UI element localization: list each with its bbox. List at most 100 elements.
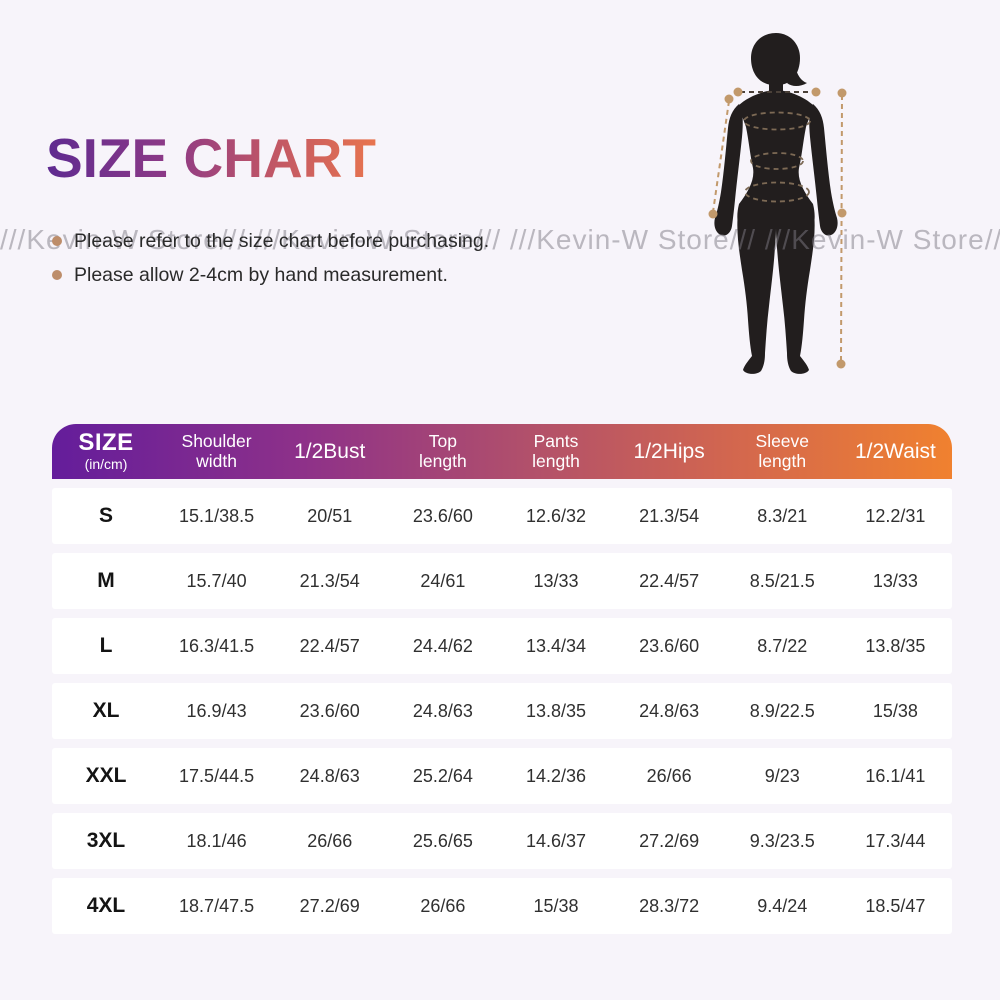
size-cell: M [97, 569, 115, 592]
waist-measure-ellipse [750, 152, 804, 170]
header-label: SIZE [78, 429, 134, 457]
header-label: 1/2Bust [294, 439, 366, 463]
table-row: XL 16.9/43 23.6/60 24.8/63 13.8/35 24.8/63 8.9… [52, 683, 952, 739]
header-sublabel: length [419, 450, 467, 471]
measure-dot [811, 87, 821, 97]
sleeve-measure-line [712, 100, 730, 213]
value-cell: 14.6/37 [525, 830, 587, 851]
note-text: Please allow 2-4cm by hand measurement. [74, 263, 448, 286]
value-cell: 26/66 [420, 895, 466, 916]
note-text: Please refer to the size chart before pu… [74, 229, 490, 252]
table-header: SIZE (in/cm) Shoulder width 1/2Bust Top length… [52, 424, 952, 479]
header-label: 1/2Waist [854, 439, 936, 463]
value-cell: 20/51 [307, 505, 353, 526]
bust-measure-ellipse [743, 111, 811, 131]
value-cell: 24/61 [420, 570, 466, 591]
note-item: Please allow 2-4cm by hand measurement. [52, 258, 489, 292]
value-cell: 17.3/44 [865, 830, 926, 851]
value-cell: 28.3/72 [639, 895, 700, 916]
value-cell: 16.9/43 [186, 700, 247, 721]
header-cell: Pants length [499, 424, 612, 479]
value-cell: 15.7/40 [186, 570, 247, 591]
measure-dot [708, 209, 718, 219]
value-cell: 8.3/21 [757, 505, 808, 526]
header-cell: Shoulder width [160, 424, 273, 479]
measure-dot [836, 359, 846, 369]
body-silhouette [714, 33, 838, 374]
table-row: 3XL 18.1/46 26/66 25.6/65 14.6/37 27.2/69 9.3/… [52, 813, 952, 869]
value-cell: 8.9/22.5 [749, 700, 815, 721]
value-cell: 24.4/62 [412, 635, 473, 656]
value-cell: 22.4/57 [639, 570, 700, 591]
header-cell: SIZE (in/cm) [52, 424, 160, 479]
value-cell: 16.1/41 [865, 765, 926, 786]
value-cell: 27.2/69 [639, 830, 700, 851]
value-cell: 9.4/24 [757, 895, 808, 916]
value-cell: 22.4/57 [299, 635, 360, 656]
header-sublabel: length [758, 450, 807, 471]
measure-dot [733, 87, 743, 97]
note-bullet-icon [52, 270, 62, 280]
header-cell: Top length [386, 424, 499, 479]
header-label: Shoulder [181, 430, 252, 451]
value-cell: 25.6/65 [412, 830, 473, 851]
value-cell: 13/33 [533, 570, 579, 591]
value-cell: 26/66 [307, 830, 353, 851]
value-cell: 14.2/36 [525, 765, 587, 786]
value-cell: 13.4/34 [525, 635, 587, 656]
value-cell: 21.3/54 [299, 570, 360, 591]
value-cell: 15/38 [872, 700, 918, 721]
value-cell: 9/23 [764, 765, 800, 786]
value-cell: 13/33 [872, 570, 918, 591]
value-cell: 24.8/63 [412, 700, 473, 721]
value-cell: 25.2/64 [412, 765, 473, 786]
header-label: Top [428, 430, 457, 451]
measure-dot [837, 88, 847, 98]
value-cell: 27.2/69 [299, 895, 360, 916]
size-table: SIZE (in/cm) Shoulder width 1/2Bust Top length… [52, 424, 952, 934]
value-cell: 24.8/63 [299, 765, 360, 786]
value-cell: 13.8/35 [865, 635, 926, 656]
value-cell: 23.6/60 [639, 635, 700, 656]
note-bullet-icon [52, 236, 62, 246]
header-label: Pants [533, 430, 579, 451]
value-cell: 15/38 [533, 895, 579, 916]
size-cell: XL [92, 699, 120, 722]
value-cell: 13.8/35 [525, 700, 587, 721]
measure-dot [724, 94, 734, 104]
header-cell: 1/2Bust [273, 424, 386, 479]
size-cell: S [98, 504, 113, 527]
value-cell: 23.6/60 [299, 700, 360, 721]
size-cell: 3XL [86, 829, 126, 852]
size-cell: 4XL [86, 894, 126, 917]
value-cell: 26/66 [646, 765, 692, 786]
value-cell: 18.1/46 [186, 830, 247, 851]
header-label: 1/2Hips [633, 439, 705, 463]
table-row: S 15.1/38.5 20/51 23.6/60 12.6/32 21.3/54 8.3/… [52, 488, 952, 544]
value-cell: 18.5/47 [865, 895, 926, 916]
table-row: 4XL 18.7/47.5 27.2/69 26/66 15/38 28.3/72 9.4/… [52, 878, 952, 934]
value-cell: 17.5/44.5 [179, 765, 255, 786]
header-cell: 1/2Hips [613, 424, 726, 479]
value-cell: 18.7/47.5 [179, 895, 255, 916]
value-cell: 8.7/22 [757, 635, 808, 656]
note-item: Please refer to the size chart before pu… [52, 224, 489, 258]
table-row: XXL 17.5/44.5 24.8/63 25.2/64 14.2/36 26/66 9/… [52, 748, 952, 804]
value-cell: 21.3/54 [639, 505, 700, 526]
size-cell: L [99, 634, 113, 657]
measure-dot [837, 208, 847, 218]
value-cell: 12.6/32 [525, 505, 587, 526]
header-sublabel: width [196, 450, 237, 471]
header-cell: Sleeve length [726, 424, 839, 479]
value-cell: 15.1/38.5 [179, 505, 255, 526]
value-cell: 12.2/31 [865, 505, 926, 526]
length-measure-line [840, 94, 843, 363]
header-sublabel: length [532, 450, 580, 471]
figure-silhouette [680, 22, 880, 392]
hips-measure-ellipse [744, 181, 810, 203]
table-row: L 16.3/41.5 22.4/57 24.4/62 13.4/34 23.6/60 8.… [52, 618, 952, 674]
value-cell: 9.3/23.5 [749, 830, 815, 851]
header-sublabel: (in/cm) [84, 456, 128, 473]
value-cell: 16.3/41.5 [179, 635, 255, 656]
